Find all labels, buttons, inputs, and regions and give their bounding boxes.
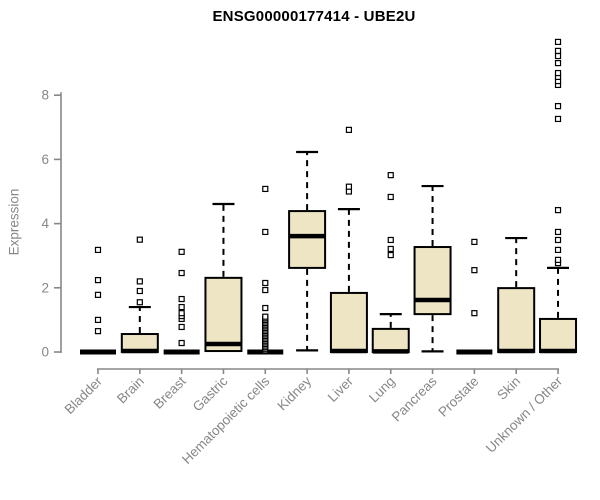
outlier-point — [94, 328, 102, 335]
outlier-point — [94, 291, 102, 298]
outlier-point — [554, 103, 562, 110]
x-category-label: Bladder — [62, 373, 106, 417]
outlier-point — [554, 246, 562, 254]
outlier-point — [387, 236, 394, 244]
box — [539, 317, 578, 354]
outlier-point — [554, 256, 562, 263]
x-category-label: Pancreas — [389, 373, 440, 424]
box — [371, 327, 410, 353]
outlier-point — [262, 313, 269, 320]
outlier-point — [262, 185, 269, 193]
collapsed-box — [456, 349, 493, 355]
collapsed-box — [80, 349, 116, 355]
outlier-point — [178, 295, 185, 303]
y-tick-label: 0 — [41, 345, 49, 360]
box — [329, 291, 368, 354]
outlier-point — [554, 38, 562, 46]
outlier-point — [136, 278, 143, 285]
box — [288, 210, 327, 269]
y-tick-label: 6 — [41, 152, 49, 167]
y-tick-label: 8 — [41, 88, 49, 103]
box — [497, 287, 536, 354]
box — [413, 246, 452, 316]
x-category-label: Breast — [151, 373, 189, 411]
outlier-point — [471, 238, 478, 245]
box — [204, 276, 243, 353]
x-category-label: Brain — [114, 374, 147, 407]
outlier-point — [136, 287, 143, 295]
x-category-label: Kidney — [274, 373, 314, 413]
outlier-point — [178, 248, 185, 255]
outlier-point — [554, 236, 562, 244]
outlier-point — [94, 246, 102, 254]
outlier-point — [554, 207, 562, 214]
outlier-point — [178, 269, 185, 277]
outlier-point — [178, 323, 185, 331]
chart-title: ENSG00000177414 - UBE2U — [212, 8, 416, 25]
outlier-point — [554, 115, 562, 123]
outlier-point — [387, 245, 394, 253]
outlier-point — [262, 286, 269, 294]
collapsed-box — [163, 349, 200, 355]
outlier-point — [471, 267, 478, 274]
x-category-label: Lung — [366, 374, 398, 406]
y-tick-label: 2 — [41, 280, 49, 295]
outlier-point — [94, 276, 102, 284]
outlier-point — [262, 304, 269, 312]
outlier-point — [178, 303, 185, 311]
outlier-point — [94, 316, 102, 323]
outlier-point — [387, 251, 394, 259]
outlier-point — [345, 183, 353, 190]
outlier-point — [387, 172, 394, 179]
x-category-label: Skin — [494, 374, 523, 403]
outlier-point — [136, 236, 143, 243]
outlier-point — [471, 310, 478, 317]
outlier-point — [262, 228, 269, 236]
y-tick-label: 4 — [41, 216, 49, 231]
outlier-point — [554, 228, 562, 236]
outlier-point — [554, 59, 562, 67]
x-category-label: Gastric — [190, 373, 231, 414]
x-category-label: Unknown / Other — [483, 373, 566, 456]
outlier-point — [178, 339, 185, 347]
outlier-point — [554, 52, 562, 60]
outlier-point — [262, 279, 269, 287]
outlier-point — [136, 299, 143, 306]
x-category-label: Prostate — [435, 374, 481, 420]
outlier-point — [345, 126, 353, 133]
outlier-point — [387, 193, 394, 201]
x-category-label: Liver — [325, 373, 357, 405]
outlier-point — [178, 310, 185, 317]
outlier-point — [554, 47, 562, 55]
outlier-point — [554, 69, 562, 77]
